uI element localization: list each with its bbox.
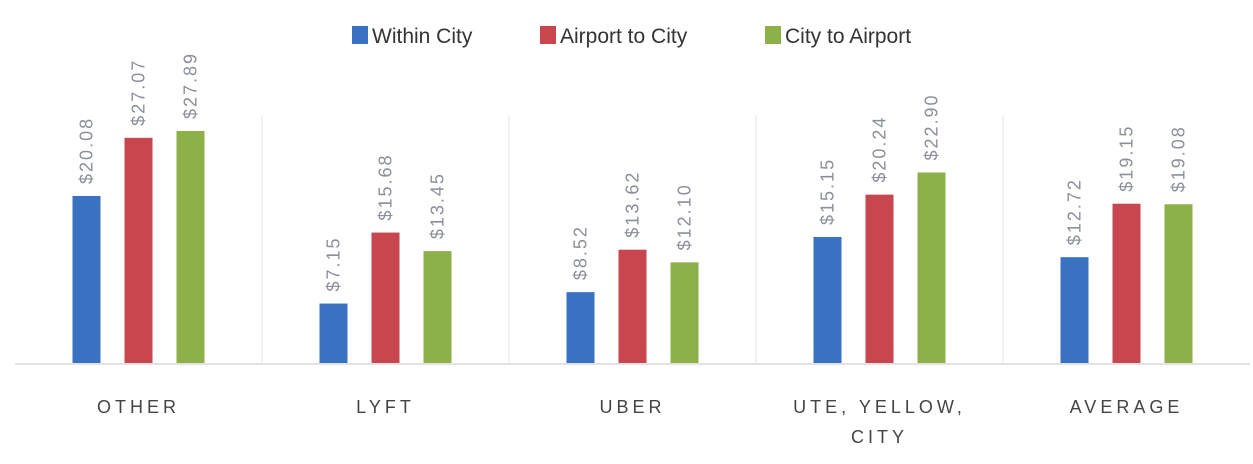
data-label: $12.10 <box>675 183 695 250</box>
data-label: $20.08 <box>77 117 97 184</box>
legend-swatch <box>540 26 556 44</box>
data-label: $19.15 <box>1117 125 1137 192</box>
data-label: $15.68 <box>376 154 396 221</box>
x-tick-label: LYFT <box>356 397 415 417</box>
legend-label: Within City <box>372 25 473 48</box>
bar <box>319 303 348 363</box>
data-label: $19.08 <box>1169 125 1189 192</box>
data-label: $20.24 <box>870 116 890 183</box>
bar <box>865 194 894 363</box>
legend-label: City to Airport <box>785 25 911 48</box>
bar <box>124 137 153 363</box>
data-label: $27.07 <box>129 59 149 126</box>
data-label: $27.89 <box>181 52 201 119</box>
bar <box>423 251 452 363</box>
bar <box>566 292 595 363</box>
bar <box>813 236 842 363</box>
data-label: $7.15 <box>324 236 344 291</box>
data-label: $15.15 <box>818 158 838 225</box>
bar <box>618 249 647 363</box>
legend-label: Airport to City <box>560 25 688 48</box>
bar <box>670 262 699 363</box>
bar <box>1112 203 1141 363</box>
legend-swatch <box>352 26 368 44</box>
bar <box>176 131 205 363</box>
bar <box>371 232 400 363</box>
x-tick-label: AVERAGE <box>1069 397 1184 417</box>
x-tick-label: UTE, YELLOW, CITY <box>793 397 966 447</box>
data-label: $8.52 <box>571 225 591 280</box>
x-tick-label: UBER <box>599 397 666 417</box>
bar <box>917 172 946 363</box>
data-label: $22.90 <box>922 93 942 160</box>
bar <box>1164 204 1193 363</box>
data-label: $12.72 <box>1065 178 1085 245</box>
data-label: $13.62 <box>623 171 643 238</box>
data-label: $13.45 <box>428 172 448 239</box>
x-tick-label: OTHER <box>97 397 180 417</box>
bar <box>1060 257 1089 363</box>
bar <box>72 195 101 363</box>
legend-swatch <box>765 26 781 44</box>
